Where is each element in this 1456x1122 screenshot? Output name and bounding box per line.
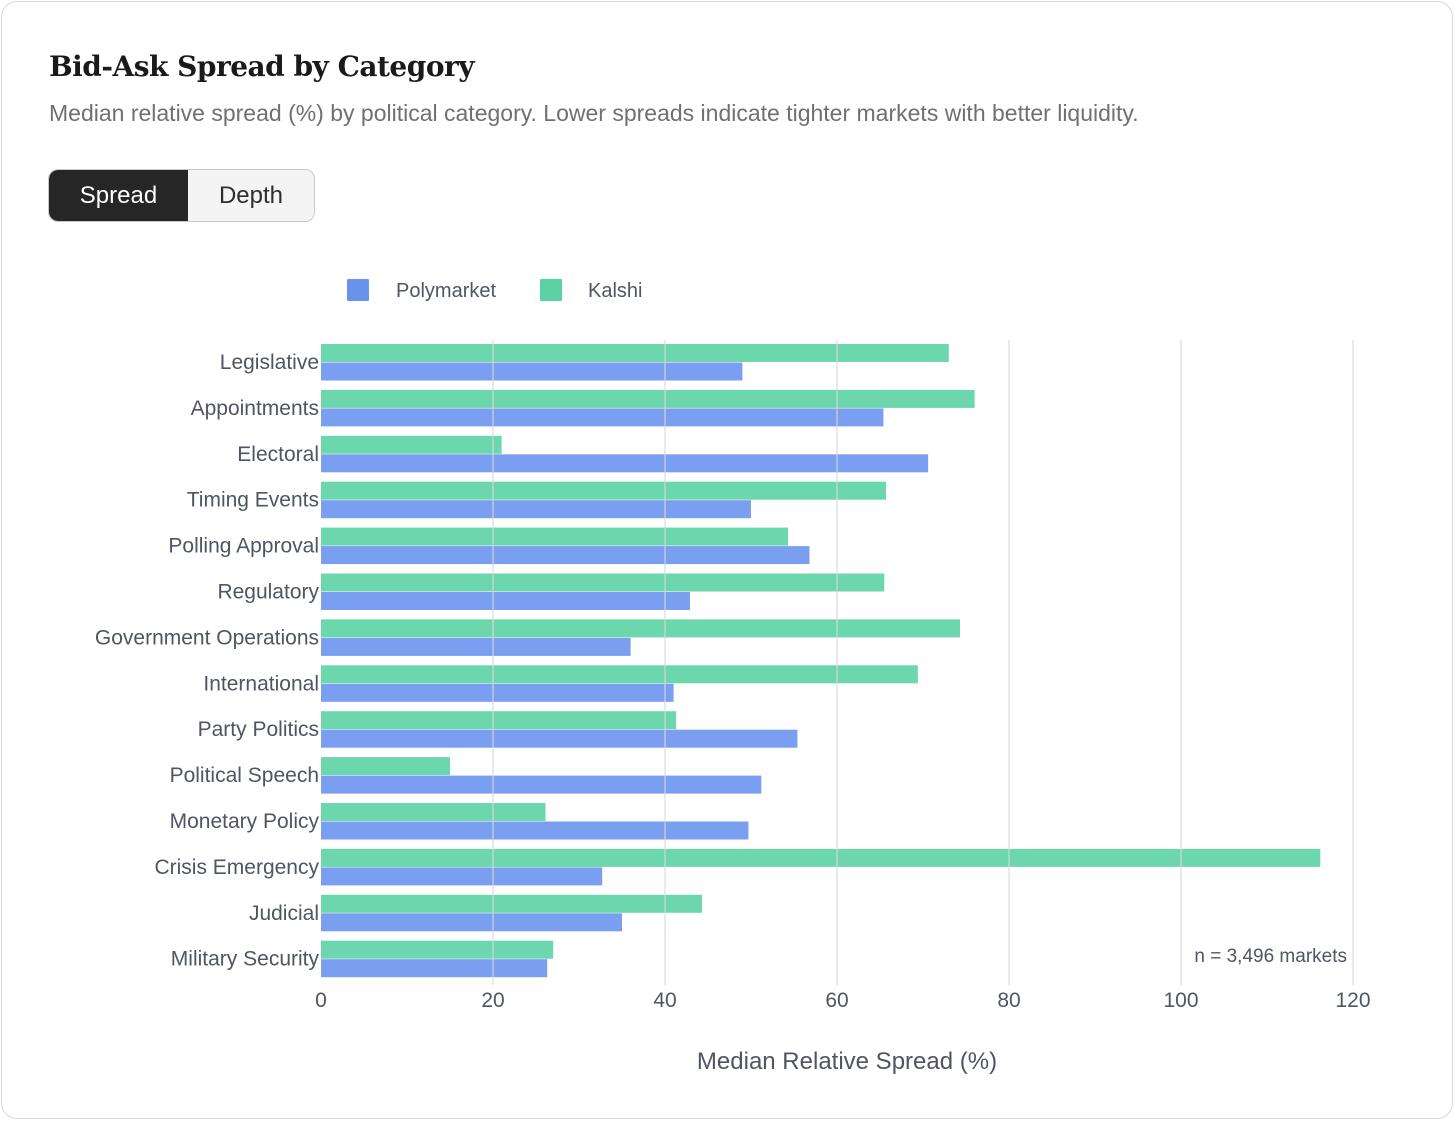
bar-polymarket <box>321 500 751 519</box>
bar-kalshi <box>321 894 702 913</box>
bar-kalshi <box>321 848 1321 867</box>
category-label: Political Speech <box>170 764 319 787</box>
category-label: Crisis Emergency <box>154 856 319 879</box>
bar-polymarket <box>321 683 674 702</box>
legend-label-polymarket: Polymarket <box>396 280 496 302</box>
bar-kalshi <box>321 435 502 454</box>
sample-size-annotation: n = 3,496 markets <box>1194 946 1347 967</box>
legend-swatch-kalshi <box>540 279 562 301</box>
bar-polymarket <box>321 546 810 565</box>
bar-kalshi <box>321 573 885 592</box>
depth-toggle-button[interactable]: Depth <box>188 170 314 221</box>
bar-polymarket <box>321 454 929 473</box>
bar-kalshi <box>321 389 975 408</box>
x-tick-label: 120 <box>1335 989 1370 1012</box>
category-label: Polling Approval <box>168 535 319 558</box>
x-tick-label: 80 <box>997 989 1020 1012</box>
category-label: Military Security <box>171 948 320 971</box>
chart-title: Bid-Ask Spread by Category <box>49 50 475 83</box>
category-label: Judicial <box>249 902 319 925</box>
category-label: Electoral <box>237 443 319 466</box>
bar-kalshi <box>321 803 546 821</box>
category-label: Regulatory <box>217 581 319 604</box>
category-label: Appointments <box>191 397 319 420</box>
bar-polymarket <box>321 729 798 748</box>
bar-polymarket <box>321 362 743 381</box>
bar-kalshi <box>321 344 949 362</box>
chart-subtitle: Median relative spread (%) by political … <box>49 100 1139 126</box>
x-tick-label: 0 <box>315 989 327 1012</box>
bar-polymarket <box>321 775 762 794</box>
x-tick-label: 60 <box>825 989 848 1012</box>
category-label: Monetary Policy <box>170 810 320 833</box>
legend-swatch-polymarket <box>347 279 369 301</box>
bar-polymarket <box>321 959 548 978</box>
x-tick-label: 100 <box>1163 989 1198 1012</box>
bar-polymarket <box>321 592 690 610</box>
x-tick-label: 20 <box>481 989 504 1012</box>
bar-kalshi <box>321 757 450 776</box>
bar-kalshi <box>321 665 918 684</box>
bar-kalshi <box>321 619 960 638</box>
category-label: Party Politics <box>198 718 319 741</box>
bar-kalshi <box>321 481 887 500</box>
category-label: International <box>203 672 319 695</box>
bar-polymarket <box>321 408 884 427</box>
legend-label-kalshi: Kalshi <box>588 280 642 302</box>
category-label: Government Operations <box>95 626 319 649</box>
bar-polymarket <box>321 913 622 932</box>
bar-kalshi <box>321 527 788 546</box>
spread-toggle-button[interactable]: Spread <box>49 170 188 221</box>
x-tick-label: 40 <box>653 989 676 1012</box>
bar-polymarket <box>321 867 603 886</box>
category-label: Legislative <box>220 351 319 374</box>
bar-kalshi <box>321 711 677 730</box>
bar-kalshi <box>321 940 554 959</box>
category-label: Timing Events <box>187 489 319 512</box>
bar-polymarket <box>321 821 749 840</box>
x-axis-title: Median Relative Spread (%) <box>697 1048 997 1075</box>
metric-toggle: Spread Depth <box>48 169 315 222</box>
bar-polymarket <box>321 637 631 656</box>
